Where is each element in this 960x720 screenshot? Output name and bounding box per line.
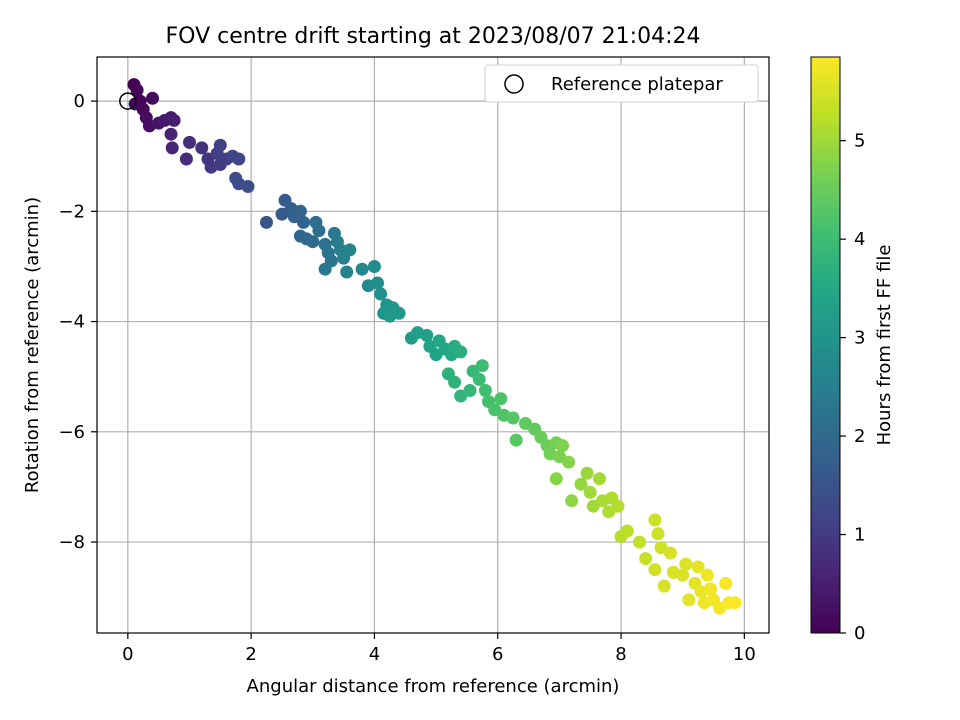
- data-point: [611, 499, 625, 513]
- data-point: [620, 524, 634, 538]
- legend-box: [484, 64, 759, 103]
- data-point: [580, 466, 594, 480]
- data-point: [232, 152, 246, 166]
- data-points: [127, 78, 742, 615]
- data-point: [648, 513, 662, 527]
- x-tick-label: 4: [369, 644, 380, 665]
- data-point: [318, 262, 332, 276]
- data-point: [719, 576, 733, 590]
- data-point: [241, 180, 255, 193]
- x-tick-label: 0: [122, 644, 133, 665]
- data-point: [506, 411, 520, 425]
- colorbar-tick-label: 3: [854, 328, 865, 349]
- y-tick-label: −8: [58, 532, 85, 553]
- data-point: [355, 262, 369, 276]
- reference-point: [119, 92, 137, 110]
- data-point: [703, 582, 717, 596]
- data-point: [472, 372, 486, 386]
- data-point: [509, 433, 523, 447]
- data-point: [494, 392, 508, 406]
- data-point: [700, 568, 714, 582]
- y-tick-label: −2: [58, 201, 85, 222]
- data-point: [475, 359, 489, 373]
- data-point: [260, 215, 273, 229]
- data-point: [565, 494, 579, 508]
- data-point: [549, 472, 563, 486]
- data-point: [679, 557, 693, 571]
- y-tick-label: 0: [74, 91, 85, 112]
- data-point: [463, 384, 477, 397]
- grid-lines: [97, 57, 769, 633]
- data-point: [639, 552, 653, 566]
- data-point: [343, 243, 357, 257]
- y-axis-ticks: 0 −2 −4 −6 −8: [58, 91, 97, 553]
- data-point: [562, 455, 576, 469]
- data-point: [454, 345, 468, 359]
- colorbar: [810, 56, 841, 634]
- data-point: [633, 535, 646, 549]
- chart-title: FOV centre drift starting at 2023/08/07 …: [166, 24, 701, 49]
- data-point: [183, 135, 196, 149]
- data-point: [478, 384, 492, 397]
- data-point: [165, 141, 179, 155]
- data-point: [648, 563, 662, 577]
- data-point: [367, 260, 381, 273]
- data-point: [213, 138, 227, 152]
- legend: Reference platepar: [484, 64, 759, 103]
- colorbar-tick-label: 1: [854, 525, 865, 546]
- data-point: [574, 477, 588, 491]
- colorbar-ticks: 0 1 2 3 4 5: [840, 131, 865, 644]
- data-point: [293, 204, 307, 218]
- data-point: [164, 127, 178, 141]
- data-point: [130, 83, 144, 97]
- x-axis-label: Angular distance from reference (arcmin): [247, 676, 620, 697]
- data-point: [312, 224, 326, 238]
- data-point: [682, 593, 696, 607]
- data-point: [728, 596, 742, 610]
- data-point: [297, 215, 310, 229]
- data-point: [383, 309, 397, 323]
- data-point: [657, 579, 671, 593]
- data-point: [691, 560, 705, 574]
- data-point: [167, 113, 181, 127]
- legend-entry-label: Reference platepar: [551, 74, 723, 95]
- data-point: [593, 472, 606, 486]
- data-point: [651, 527, 665, 541]
- data-point: [179, 152, 193, 166]
- data-point: [195, 141, 209, 155]
- colorbar-tick-label: 0: [854, 623, 865, 644]
- data-point: [663, 546, 677, 560]
- x-axis-ticks: 0 2 4 6 8 10: [122, 633, 756, 665]
- x-tick-label: 2: [245, 644, 256, 665]
- data-point: [306, 235, 320, 249]
- colorbar-tick-label: 5: [854, 131, 865, 152]
- data-point: [374, 287, 388, 301]
- legend-marker-open-circle: [504, 74, 524, 94]
- data-point: [556, 439, 569, 453]
- colorbar-tick-label: 2: [854, 426, 865, 447]
- colorbar-tick-label: 4: [854, 229, 865, 250]
- data-point: [146, 91, 159, 105]
- data-point: [676, 568, 690, 582]
- y-tick-label: −6: [58, 422, 85, 443]
- x-tick-label: 8: [615, 644, 626, 665]
- x-tick-label: 6: [492, 644, 503, 665]
- data-point: [448, 375, 462, 389]
- data-point: [583, 485, 597, 499]
- data-point: [340, 265, 354, 279]
- data-point: [371, 276, 384, 290]
- plot-frame: [96, 56, 770, 634]
- y-tick-label: −4: [58, 312, 85, 333]
- x-tick-label: 10: [733, 644, 756, 665]
- colorbar-label: Hours from first FF file: [874, 245, 895, 446]
- y-axis-label: Rotation from reference (arcmin): [22, 197, 43, 493]
- data-point: [420, 328, 434, 342]
